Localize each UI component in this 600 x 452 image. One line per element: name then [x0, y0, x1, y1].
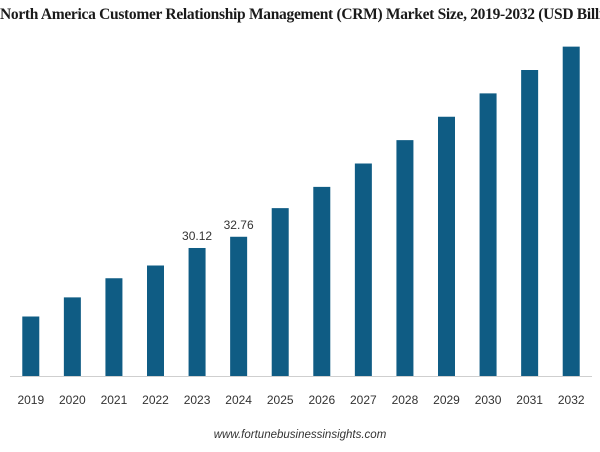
- bar-2021: [105, 278, 123, 376]
- bar-2028: [396, 140, 414, 377]
- x-tick-label-2031: 2031: [516, 393, 543, 407]
- x-tick-label-2019: 2019: [17, 393, 44, 407]
- x-tick-label-2032: 2032: [558, 393, 585, 407]
- x-tick-label-2025: 2025: [267, 393, 294, 407]
- bar-2031: [521, 70, 539, 376]
- bar-2030: [479, 93, 497, 377]
- bar-2020: [63, 297, 81, 377]
- x-tick-label-2026: 2026: [308, 393, 335, 407]
- x-tick-label-2029: 2029: [433, 393, 460, 407]
- bar-2019: [22, 316, 40, 376]
- bar-2029: [438, 116, 455, 376]
- bar-2022: [147, 265, 164, 376]
- data-label-2024: 32.76: [224, 218, 254, 232]
- bars-group: [22, 46, 580, 377]
- x-tick-label-2022: 2022: [142, 393, 169, 407]
- bar-2032: [562, 46, 580, 377]
- chart-title: North America Customer Relationship Mana…: [0, 6, 600, 23]
- x-tick-label-2023: 2023: [184, 393, 211, 407]
- x-tick-label-2027: 2027: [350, 393, 377, 407]
- data-label-2023: 30.12: [182, 229, 212, 243]
- bar-2023: [188, 247, 206, 376]
- bar-2027: [354, 163, 372, 376]
- source-note: www.fortunebusinessinsights.com: [213, 429, 387, 441]
- x-tick-label-2020: 2020: [59, 393, 86, 407]
- x-tick-labels: 2019 2020 2021 2022 2023 2024 2025 2026 2027 2028…: [17, 393, 584, 407]
- bar-2026: [313, 186, 331, 377]
- data-labels-group: 30.12 32.76: [182, 218, 254, 243]
- bar-2025: [271, 208, 289, 377]
- x-tick-label-2024: 2024: [225, 393, 252, 407]
- x-tick-label-2028: 2028: [392, 393, 419, 407]
- x-tick-label-2021: 2021: [101, 393, 128, 407]
- x-tick-label-2030: 2030: [475, 393, 502, 407]
- bar-2024: [230, 236, 248, 376]
